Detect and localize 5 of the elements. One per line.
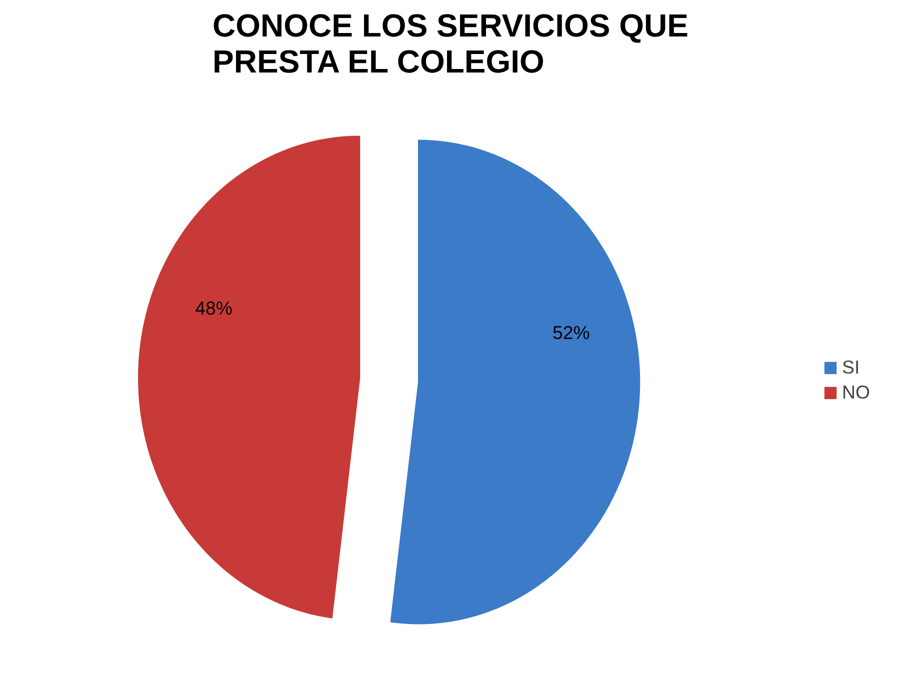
legend-label: NO (842, 381, 870, 403)
data-label: 52% (552, 322, 590, 344)
legend-label: SI (842, 356, 861, 378)
data-label: 48% (195, 298, 232, 319)
chart-title: CONOCE LOS SERVICIOS QUE PRESTA EL COLEGIO (212, 8, 688, 80)
